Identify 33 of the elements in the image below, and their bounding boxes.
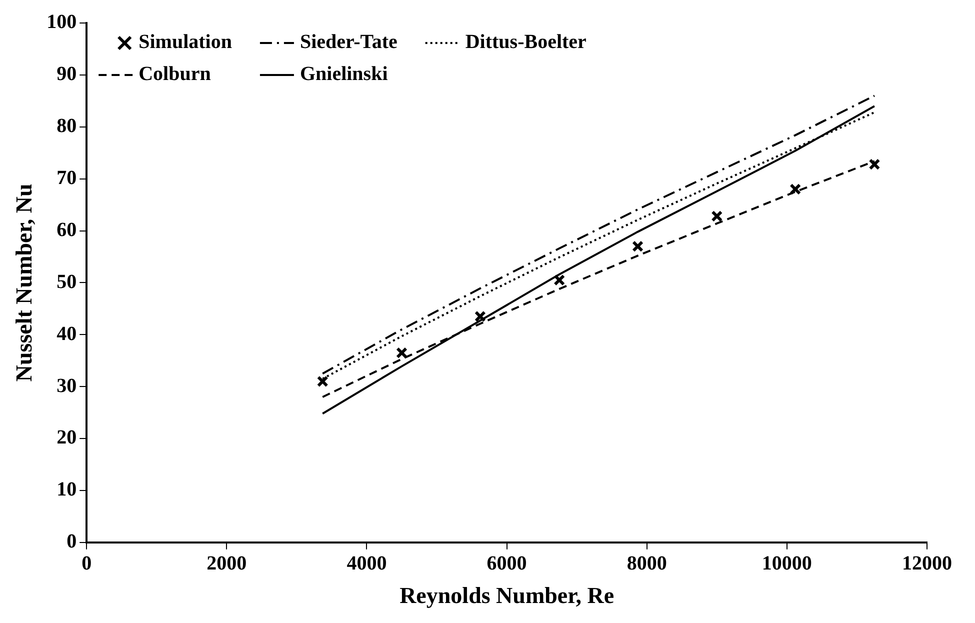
y-tick-label: 90	[56, 63, 77, 86]
legend-label: Simulation	[138, 31, 232, 54]
y-tick-label: 100	[46, 11, 77, 34]
x-tick-label: 2000	[206, 552, 247, 575]
y-tick-label: 80	[56, 115, 77, 138]
legend-label: Colburn	[138, 63, 211, 86]
y-tick-label: 0	[66, 530, 77, 553]
point	[474, 310, 486, 322]
point	[554, 274, 566, 286]
point	[711, 210, 723, 222]
y-axis-title: Nusselt Number, Nu	[12, 184, 37, 382]
y-tick-label: 10	[56, 478, 77, 501]
legend-label: Dittus-Boelter	[465, 31, 587, 54]
legend-label: Sieder-Tate	[300, 31, 398, 54]
y-tick-label: 60	[56, 218, 77, 241]
x-tick-label: 10000	[762, 552, 812, 575]
legend-label: Gnielinski	[300, 63, 388, 86]
point	[316, 376, 328, 388]
y-tick-label: 50	[56, 270, 77, 293]
x-axis-title: Reynolds Number, Re	[400, 583, 614, 608]
x-tick-label: 4000	[346, 552, 387, 575]
x-tick-label: 6000	[486, 552, 527, 575]
y-tick-label: 70	[56, 166, 77, 189]
x-tick-label: 12000	[902, 552, 952, 575]
point	[396, 347, 408, 359]
point	[790, 183, 802, 195]
point	[868, 158, 880, 170]
x-tick-label: 0	[82, 552, 92, 575]
x-tick-label: 8000	[626, 552, 667, 575]
y-tick-label: 20	[56, 426, 77, 449]
y-tick-label: 40	[56, 322, 77, 345]
point	[632, 240, 644, 252]
y-tick-label: 30	[56, 374, 77, 397]
